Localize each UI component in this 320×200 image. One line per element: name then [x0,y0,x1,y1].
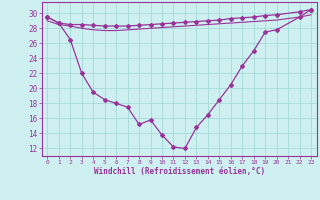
X-axis label: Windchill (Refroidissement éolien,°C): Windchill (Refroidissement éolien,°C) [94,167,265,176]
